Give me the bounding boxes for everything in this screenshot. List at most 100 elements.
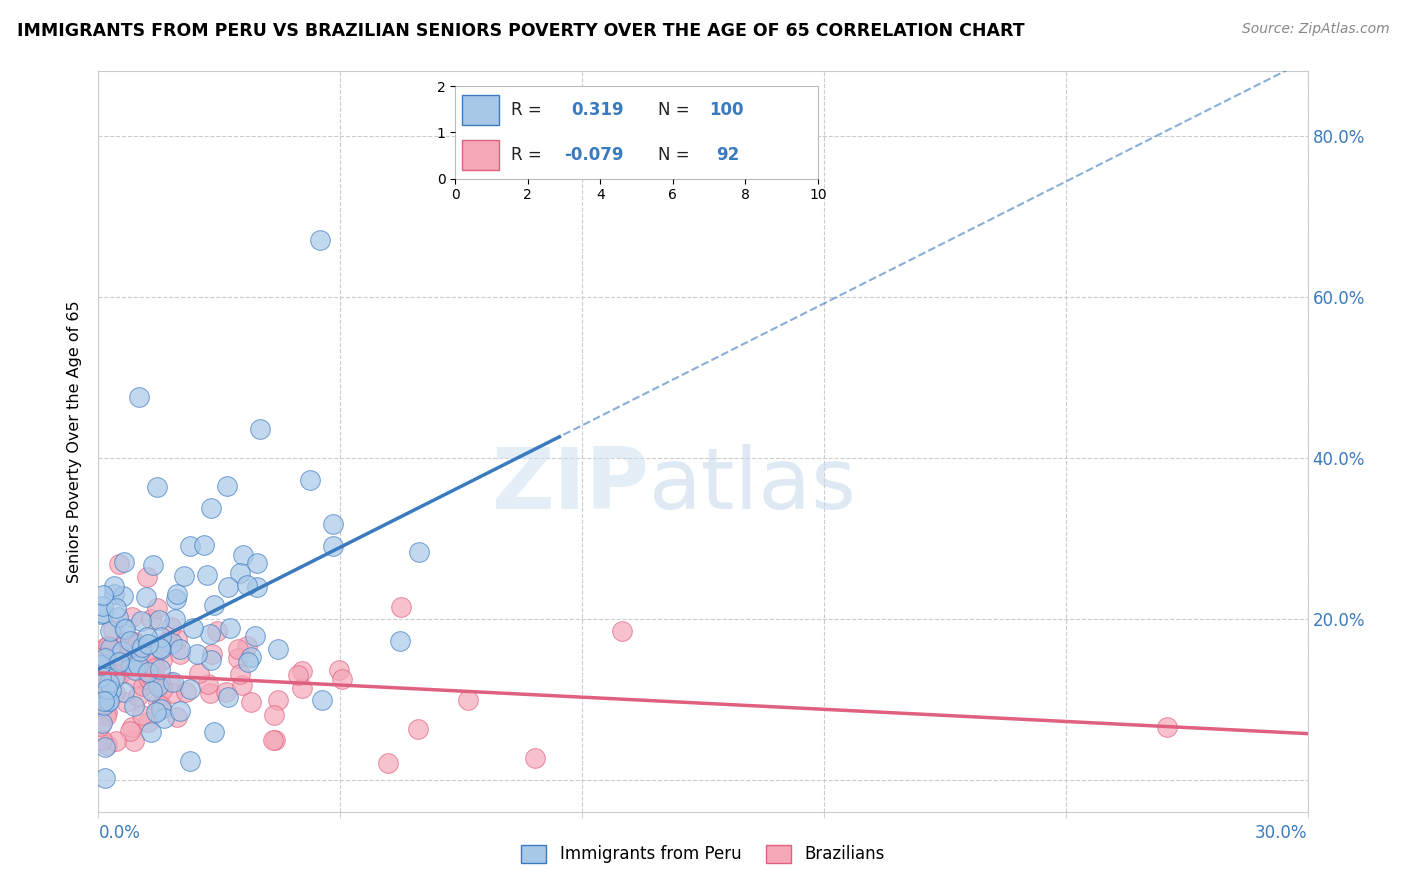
Point — [263, 708, 285, 723]
Point — [91, 650, 114, 665]
Point — [229, 566, 252, 580]
Point — [202, 725, 225, 739]
Point — [377, 756, 399, 770]
Point — [298, 473, 321, 487]
Point — [131, 708, 153, 723]
Point — [114, 623, 136, 637]
Point — [103, 624, 125, 638]
Point — [97, 676, 120, 690]
Point — [200, 501, 222, 516]
Point — [311, 693, 333, 707]
Point — [96, 664, 118, 678]
Point — [111, 589, 134, 603]
Point — [267, 641, 290, 656]
Point — [328, 663, 350, 677]
Point — [94, 640, 117, 654]
Point — [103, 587, 125, 601]
Point — [138, 672, 160, 686]
Point — [153, 711, 176, 725]
Point — [219, 621, 242, 635]
Point — [120, 638, 142, 652]
Point — [108, 656, 131, 670]
Point — [322, 517, 344, 532]
Point — [612, 624, 634, 638]
Point — [94, 680, 117, 694]
Point — [215, 684, 238, 698]
Text: 30.0%: 30.0% — [1256, 824, 1308, 842]
Point — [105, 734, 128, 748]
Point — [127, 658, 149, 673]
Point — [309, 233, 332, 247]
Point — [457, 692, 479, 706]
Point — [142, 648, 165, 663]
Point — [93, 694, 115, 708]
Point — [139, 667, 162, 681]
Point — [236, 656, 259, 670]
Point — [112, 684, 135, 698]
Point — [98, 641, 121, 656]
Point — [406, 722, 429, 736]
Point — [90, 670, 112, 684]
Point — [111, 637, 134, 651]
Point — [93, 650, 115, 665]
Point — [138, 637, 160, 651]
Point — [91, 607, 114, 621]
Point — [129, 644, 152, 658]
Point — [169, 704, 191, 718]
Point — [389, 633, 412, 648]
Point — [262, 733, 284, 747]
Point — [243, 629, 266, 643]
Point — [91, 732, 114, 747]
Point — [100, 682, 122, 697]
Point — [96, 709, 118, 723]
Point — [150, 642, 173, 657]
Point — [115, 695, 138, 709]
Point — [162, 675, 184, 690]
Point — [103, 579, 125, 593]
Point — [162, 686, 184, 700]
Point — [263, 733, 285, 747]
Point — [90, 607, 112, 621]
Point — [128, 390, 150, 404]
Point — [107, 648, 129, 663]
Point — [186, 647, 208, 661]
Point — [193, 538, 215, 552]
Point — [89, 658, 111, 673]
Point — [174, 685, 197, 699]
Point — [408, 545, 430, 559]
Point — [93, 772, 115, 786]
Point — [188, 666, 211, 681]
Point — [217, 690, 239, 704]
Point — [239, 650, 262, 665]
Point — [104, 685, 127, 699]
Point — [200, 653, 222, 667]
Point — [169, 647, 191, 661]
Point — [96, 657, 118, 672]
Point — [103, 671, 125, 685]
Point — [143, 672, 166, 686]
Point — [226, 641, 249, 656]
Point — [136, 665, 159, 679]
Point — [111, 654, 134, 668]
Point — [97, 694, 120, 708]
Point — [129, 614, 152, 628]
Point — [91, 715, 114, 730]
Point — [166, 632, 188, 646]
Point — [150, 653, 173, 667]
Point — [136, 714, 159, 729]
Point — [93, 698, 115, 713]
Point — [127, 637, 149, 651]
Point — [240, 695, 263, 709]
Point — [121, 720, 143, 734]
Point — [246, 580, 269, 594]
Point — [111, 644, 134, 658]
Point — [195, 568, 218, 582]
Point — [160, 620, 183, 634]
Point — [217, 581, 239, 595]
Point — [108, 667, 131, 681]
Point — [156, 633, 179, 648]
Point — [120, 723, 142, 738]
Point — [228, 667, 250, 681]
Point — [149, 702, 172, 716]
Point — [169, 642, 191, 657]
